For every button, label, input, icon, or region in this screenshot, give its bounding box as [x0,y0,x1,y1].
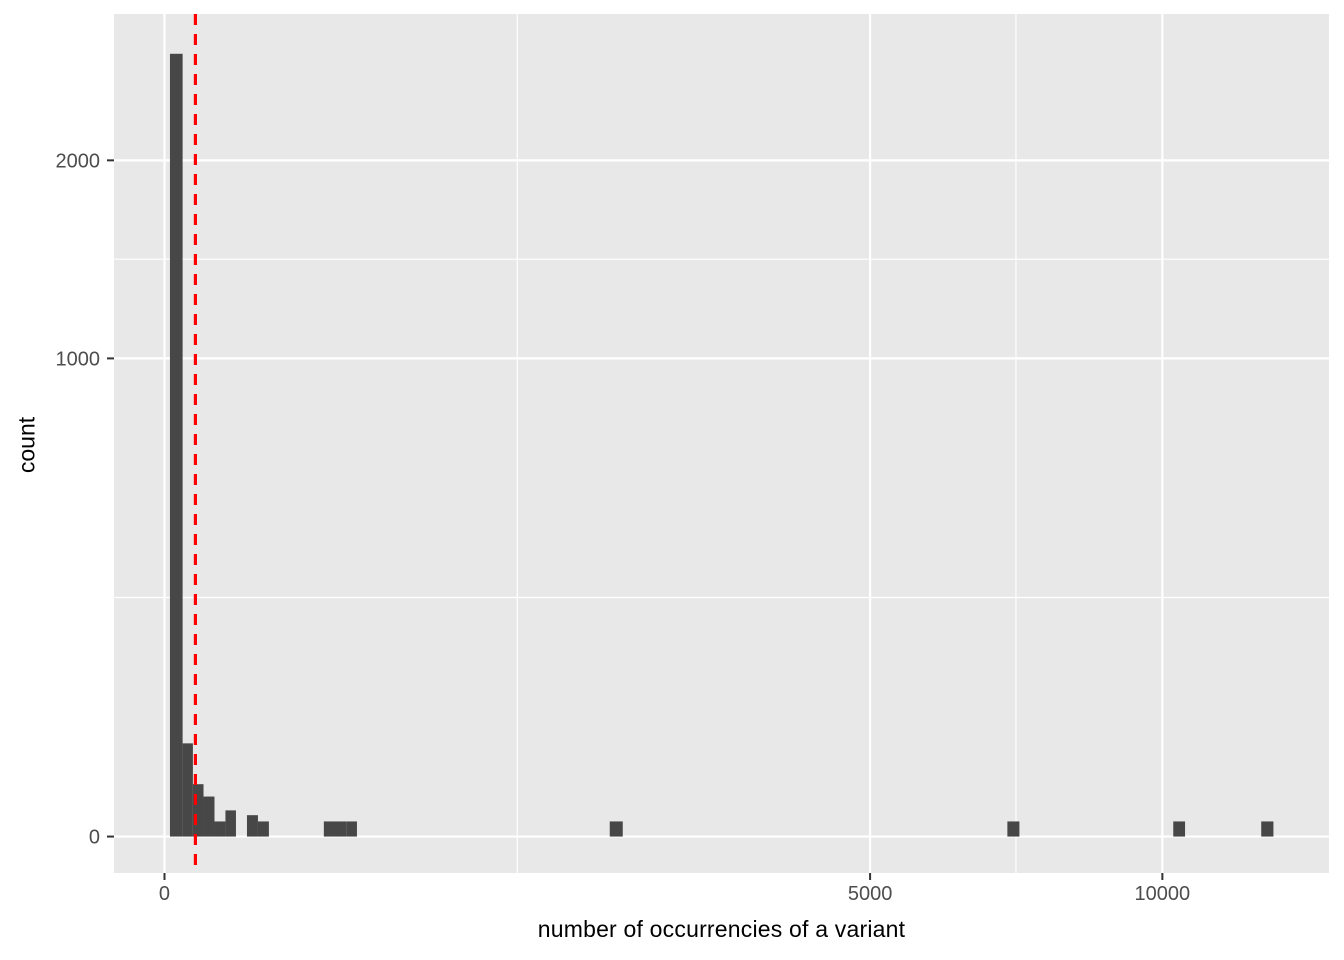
histogram-bar [225,810,236,837]
histogram-bar [609,821,623,837]
histogram-bar [214,821,226,837]
y-tick-label: 1000 [56,348,101,370]
histogram-bar [257,821,269,837]
histogram-bar [246,815,258,837]
histogram-bar [169,53,183,837]
histogram-bar [323,821,336,837]
y-tick-label: 0 [89,827,100,849]
histogram-bar [346,821,357,837]
x-axis-title: number of occurrencies of a variant [537,916,906,942]
histogram-bar [1007,821,1020,837]
histogram-bar [192,784,204,837]
histogram-bar [182,743,193,837]
histogram-bar [1173,821,1186,837]
histogram-bar [203,796,215,837]
plot-panel [114,14,1329,873]
x-tick-label: 10000 [1135,883,1191,905]
x-tick-label: 0 [159,883,170,905]
x-tick-label: 5000 [848,883,893,905]
histogram-bar [335,821,347,837]
histogram-bar [1261,821,1274,837]
y-tick-label: 2000 [56,150,101,172]
y-axis-title: count [13,416,40,474]
